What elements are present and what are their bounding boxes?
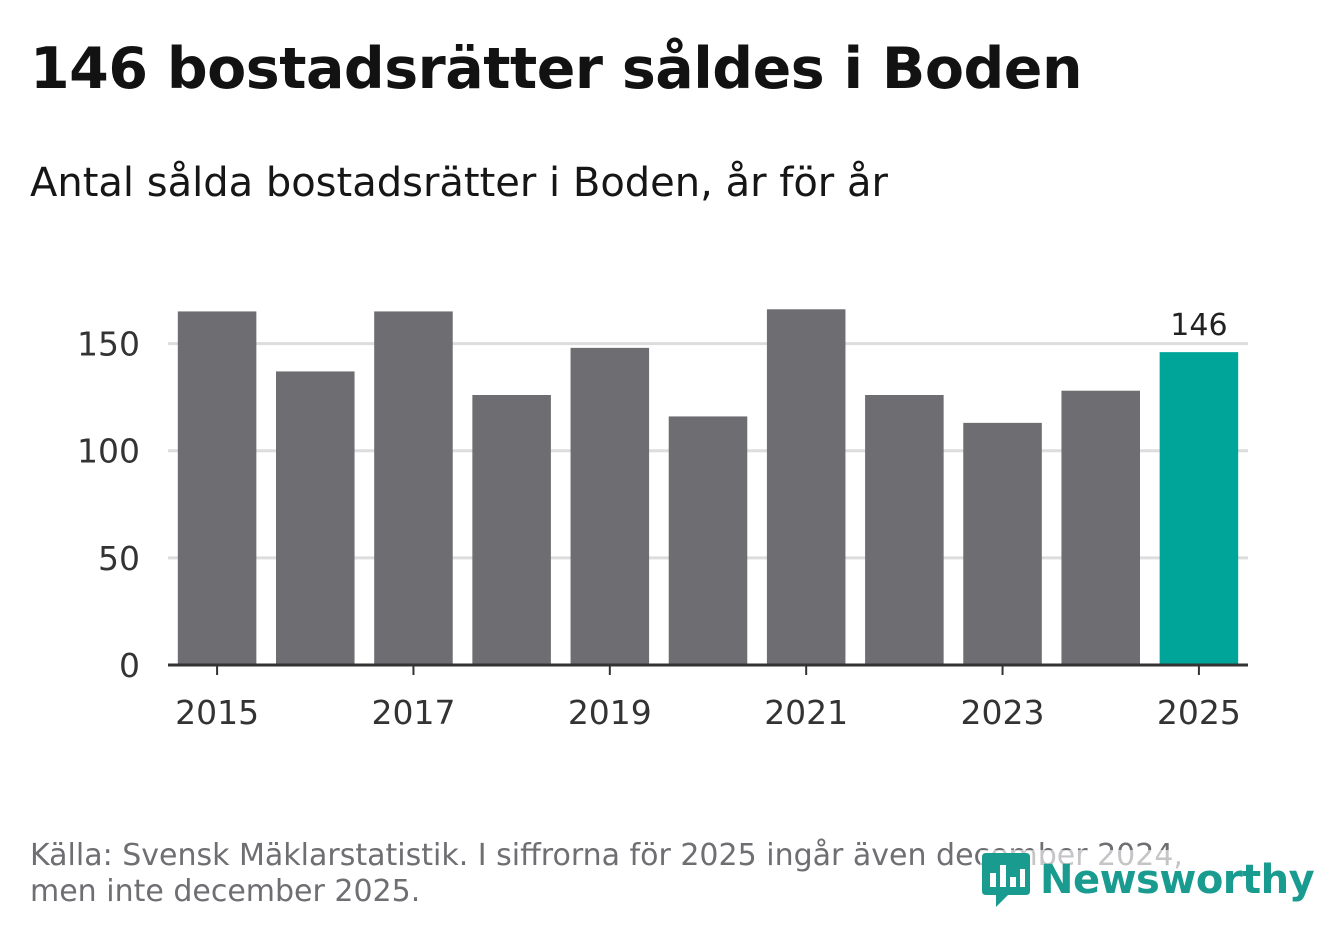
bar-2017 [374, 311, 453, 665]
bar-2021 [766, 309, 846, 665]
bar-2015 [177, 311, 257, 665]
x-axis-ticks: 2015 2017 2019 2021 2023 2025 [175, 665, 1241, 732]
bar-2016 [276, 371, 355, 665]
x-tick-label: 2015 [175, 693, 259, 732]
x-tick-label: 2023 [961, 693, 1045, 732]
brand-name: Newsworthy [1040, 857, 1315, 903]
newsworthy-logo-icon [982, 853, 1030, 907]
x-tick-label: 2021 [764, 693, 848, 732]
chart-subtitle: Antal sålda bostadsrätter i Boden, år fö… [30, 160, 888, 206]
y-tick-label: 100 [77, 432, 140, 471]
x-tick-label: 2019 [568, 693, 652, 732]
y-tick-label: 50 [98, 539, 140, 578]
data-labels: 146 [1170, 308, 1227, 343]
x-tick-label: 2025 [1157, 693, 1241, 732]
bar-2018 [472, 395, 551, 665]
source-line-2: men inte december 2025. [30, 874, 421, 909]
bar-2020 [668, 416, 748, 665]
y-tick-label: 150 [77, 325, 140, 364]
data-label-2025: 146 [1170, 308, 1227, 343]
chart-title: 146 bostadsrätter såldes i Boden [30, 36, 1083, 102]
bar-2019 [570, 347, 650, 665]
y-axis-ticks: 0 50 100 150 [77, 325, 140, 685]
brand-logo: Newsworthy [980, 850, 1315, 910]
bar-2022 [865, 395, 944, 665]
bar-2025 [1159, 352, 1239, 665]
x-tick-label: 2017 [371, 693, 455, 732]
bars [177, 309, 1239, 665]
bar-2023 [963, 422, 1042, 665]
y-tick-label: 0 [119, 646, 140, 685]
bar-2024 [1061, 390, 1140, 665]
bar-chart: 0 50 100 150 2015 2017 2019 2021 2023 2025 146 [77, 308, 1248, 732]
